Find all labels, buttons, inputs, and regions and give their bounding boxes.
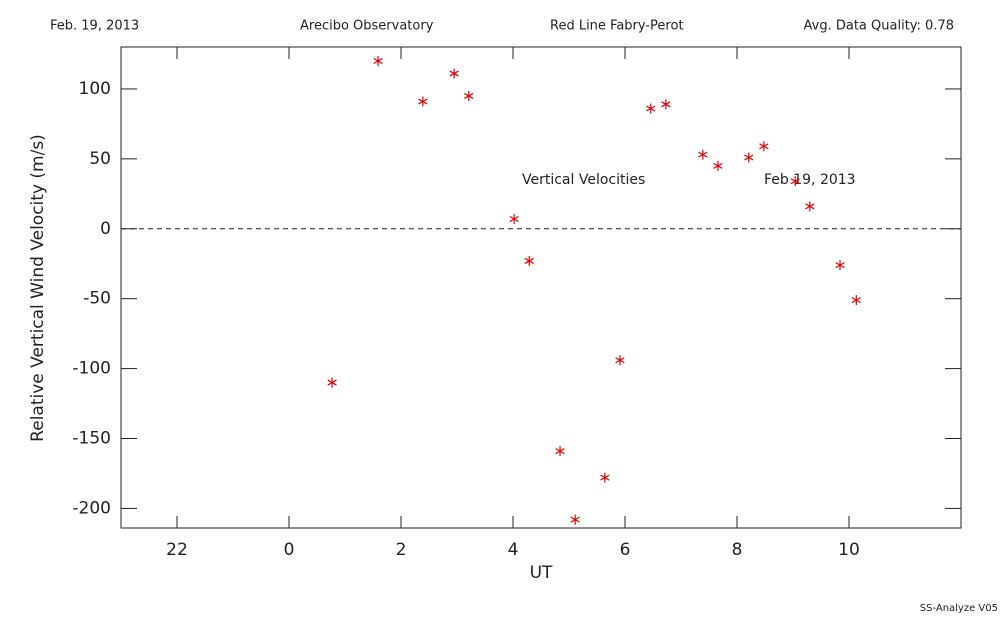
x-tick-label: 8: [732, 540, 743, 560]
header-site: Arecibo Observatory: [300, 19, 434, 34]
y-tick-label: -100: [72, 359, 111, 379]
data-point: [744, 152, 754, 163]
data-point: [790, 176, 800, 187]
asterisk-stroke: [646, 105, 656, 112]
data-point: [615, 355, 625, 366]
footer: SS-Analyze V05: [920, 603, 998, 614]
data-point: [524, 255, 534, 266]
data-point: [851, 295, 861, 306]
data-point: [600, 472, 610, 483]
header-instrument: Red Line Fabry-Perot: [550, 19, 684, 34]
data-point: [373, 55, 383, 66]
asterisk-stroke: [524, 257, 534, 264]
x-tick-label: 2: [396, 540, 407, 560]
y-tick-label: 100: [79, 79, 111, 99]
y-tick-label: 50: [89, 149, 111, 169]
asterisk-stroke: [373, 57, 383, 65]
x-tick-label: 4: [508, 540, 519, 560]
asterisk-stroke: [698, 151, 708, 158]
header-date: Feb. 19, 2013: [50, 19, 139, 34]
asterisk-stroke: [835, 262, 845, 269]
asterisk-stroke: [327, 379, 337, 386]
asterisk-stroke: [759, 143, 769, 150]
annotation: Feb 19, 2013: [764, 172, 856, 188]
y-tick-label: 0: [100, 219, 111, 239]
asterisk-stroke: [555, 448, 565, 455]
data-point: [509, 213, 519, 224]
data-point: [759, 141, 769, 152]
data-point: [449, 68, 459, 79]
data-point: [835, 260, 845, 271]
asterisk-stroke: [661, 101, 671, 108]
data-point: [418, 96, 428, 107]
data-point: [570, 514, 580, 525]
y-tick-label: -50: [83, 289, 111, 309]
data-point: [661, 99, 671, 110]
asterisk-stroke: [615, 357, 625, 364]
asterisk-stroke: [464, 92, 474, 99]
x-tick-label: 10: [838, 540, 860, 560]
plot-frame: [120, 46, 962, 529]
asterisk-stroke: [790, 178, 800, 185]
data-point: [698, 149, 708, 160]
data-point: [555, 446, 565, 457]
x-axis-label: UT: [530, 563, 553, 583]
data-point: [713, 160, 723, 171]
asterisk-stroke: [805, 203, 815, 210]
x-tick-label: 6: [620, 540, 631, 560]
asterisk-stroke: [418, 98, 428, 105]
data-point: [646, 103, 656, 114]
y-tick-label: -200: [72, 498, 111, 518]
asterisk-stroke: [713, 162, 723, 169]
asterisk-stroke: [509, 215, 519, 223]
x-tick-label: 0: [284, 540, 295, 560]
annotation: Vertical Velocities: [522, 172, 645, 188]
asterisk-stroke: [744, 154, 754, 161]
asterisk-stroke: [449, 70, 459, 77]
data-point: [464, 90, 474, 101]
data-point: [805, 201, 815, 212]
asterisk-stroke: [570, 516, 580, 523]
y-axis-label: Relative Vertical Wind Velocity (m/s): [28, 134, 48, 442]
asterisk-stroke: [600, 474, 610, 481]
y-tick-label: -150: [72, 429, 111, 449]
header-quality: Avg. Data Quality: 0.78: [804, 19, 954, 34]
data-point: [327, 377, 337, 388]
x-tick-label: 22: [166, 540, 188, 560]
asterisk-stroke: [851, 297, 861, 304]
